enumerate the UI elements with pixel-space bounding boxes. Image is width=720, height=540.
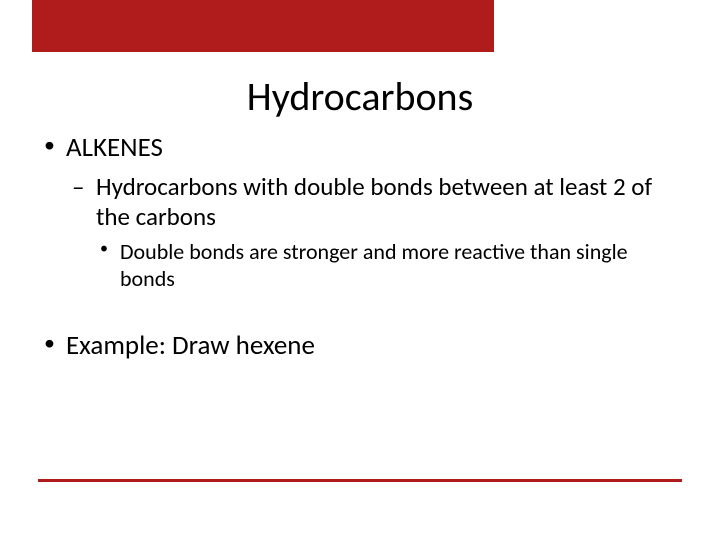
bullet-level1: Example: Draw hexene xyxy=(42,330,678,362)
bullet-level2: Hydrocarbons with double bonds between a… xyxy=(66,172,678,231)
bottom-accent-rule xyxy=(38,479,682,482)
spacer xyxy=(42,300,678,330)
bullet-level3: Double bonds are stronger and more react… xyxy=(96,239,678,292)
content-body: ALKENES Hydrocarbons with double bonds b… xyxy=(42,132,678,371)
bullet-level1: ALKENES xyxy=(42,132,678,164)
slide-title: Hydrocarbons xyxy=(0,72,720,121)
top-accent-bar xyxy=(32,0,494,52)
